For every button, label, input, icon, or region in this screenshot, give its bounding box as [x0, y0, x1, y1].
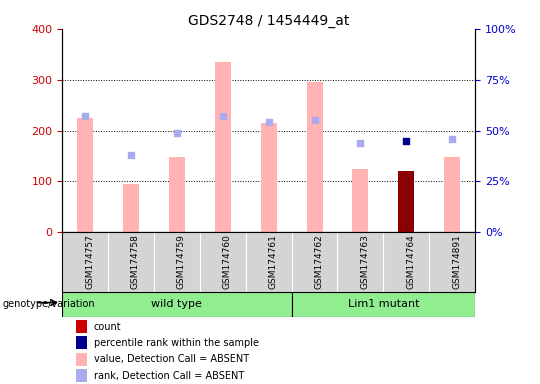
Bar [62, 292, 292, 317]
Text: GSM174764: GSM174764 [406, 234, 415, 289]
Point [81, 113, 90, 119]
Bar [444, 157, 460, 232]
Text: GSM174759: GSM174759 [177, 234, 186, 289]
Text: GSM174757: GSM174757 [85, 234, 94, 289]
Bar [76, 320, 87, 333]
Bar [261, 123, 276, 232]
Bar [77, 118, 93, 232]
Point [126, 152, 135, 158]
Point [356, 140, 365, 146]
Text: GSM174763: GSM174763 [361, 234, 369, 289]
Bar [169, 157, 185, 232]
Bar [307, 82, 322, 232]
Point [218, 113, 227, 119]
Text: GSM174761: GSM174761 [269, 234, 278, 289]
Text: GSM174891: GSM174891 [452, 234, 461, 289]
Bar [76, 336, 87, 349]
Text: percentile rank within the sample: percentile rank within the sample [94, 338, 259, 348]
Point [172, 129, 181, 136]
Bar [399, 171, 414, 232]
Text: GSM174758: GSM174758 [131, 234, 140, 289]
Bar [76, 353, 87, 366]
Text: genotype/variation: genotype/variation [3, 299, 96, 309]
Bar [353, 169, 368, 232]
Bar [123, 184, 139, 232]
Text: GSM174762: GSM174762 [314, 234, 323, 289]
Bar [292, 292, 475, 317]
Text: Lim1 mutant: Lim1 mutant [348, 299, 419, 310]
Point [265, 119, 273, 126]
Text: wild type: wild type [151, 299, 202, 310]
Title: GDS2748 / 1454449_at: GDS2748 / 1454449_at [188, 14, 349, 28]
Point [448, 136, 456, 142]
Point [402, 137, 410, 144]
Text: value, Detection Call = ABSENT: value, Detection Call = ABSENT [94, 354, 249, 364]
Point [310, 117, 319, 123]
Bar [215, 62, 231, 232]
Text: rank, Detection Call = ABSENT: rank, Detection Call = ABSENT [94, 371, 244, 381]
Text: GSM174760: GSM174760 [223, 234, 232, 289]
Bar [76, 369, 87, 382]
Text: count: count [94, 321, 122, 331]
